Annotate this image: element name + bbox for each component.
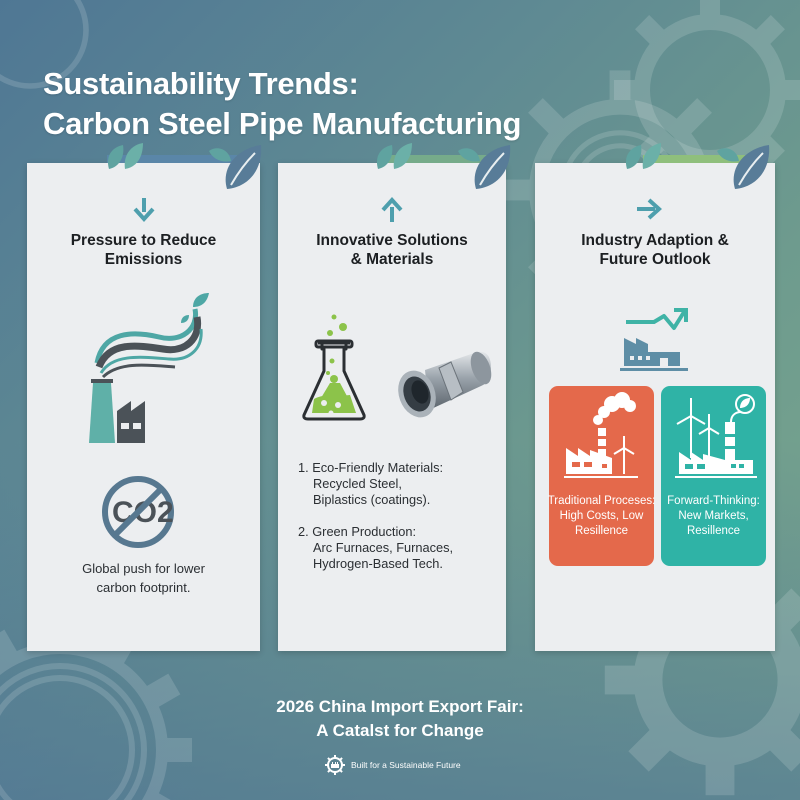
steel-pipe-icon	[398, 351, 492, 418]
leaf-pair-icon	[376, 143, 412, 169]
card-tab-accent	[380, 155, 490, 163]
card-tab-accent	[107, 155, 237, 163]
card-tab-accent	[643, 155, 765, 163]
gear-icon	[0, 0, 89, 89]
card-title: Industry Adaption & Future Outlook	[581, 232, 729, 268]
factory-growth-chart-icon	[620, 308, 688, 371]
forward-thinking-panel: Forward-Thinking: New Markets, Resillenc…	[661, 386, 766, 566]
footer-title: 2026 China Import Export Fair: A Catalst…	[276, 697, 524, 740]
arrow-right-icon	[525, 197, 775, 221]
arrow-down-icon	[27, 197, 260, 223]
leaf-icon	[717, 145, 770, 189]
card-industry-adaption: Industry Adaption & Future Outlook Tradi…	[535, 143, 775, 651]
green-factory-icon	[675, 394, 757, 478]
traditional-process-panel: Traditional Proceses: High Costs, Low Re…	[548, 386, 655, 566]
list-item: 1. Eco-Friendly Materials: Recycled Stee…	[298, 460, 444, 507]
gear-factory-icon	[325, 755, 345, 775]
svg-text:CO2: CO2	[112, 496, 174, 529]
title-line-2: Carbon Steel Pipe Manufacturing	[43, 106, 522, 141]
card-description: Global push for lower carbon footprint.	[82, 561, 205, 595]
leaf-pair-icon	[107, 143, 143, 169]
card-innovative-solutions: Innovative Solutions & Materials 1. Eco	[278, 143, 511, 651]
list-item: 2. Green Production: Arc Furnaces, Furna…	[298, 524, 454, 571]
traditional-factory-icon	[564, 392, 638, 478]
panel-text: Forward-Thinking: New Markets, Resillenc…	[667, 495, 760, 537]
footer-tagline: Built for a Sustainable Future	[325, 755, 461, 775]
panel-text: Traditional Proceses: High Costs, Low Re…	[547, 495, 656, 537]
leaf-pair-icon	[625, 143, 661, 169]
card-pressure-to-reduce-emissions: Pressure to Reduce Emissions CO2 Global …	[27, 143, 262, 651]
title-line-1: Sustainability Trends:	[43, 66, 359, 101]
flask-icon	[302, 314, 366, 421]
solutions-list: 1. Eco-Friendly Materials: Recycled Stee…	[298, 460, 453, 588]
card-title: Innovative Solutions & Materials	[316, 232, 468, 268]
factory-smoke-leaf-icon	[89, 293, 209, 443]
page-title: Sustainability Trends: Carbon Steel Pipe…	[43, 64, 521, 144]
arrow-up-icon	[278, 197, 506, 223]
card-title: Pressure to Reduce Emissions	[70, 232, 217, 268]
tagline-text: Built for a Sustainable Future	[351, 760, 461, 770]
leaf-icon	[209, 145, 262, 189]
no-co2-icon: CO2	[102, 476, 174, 548]
leaf-icon	[458, 145, 511, 189]
